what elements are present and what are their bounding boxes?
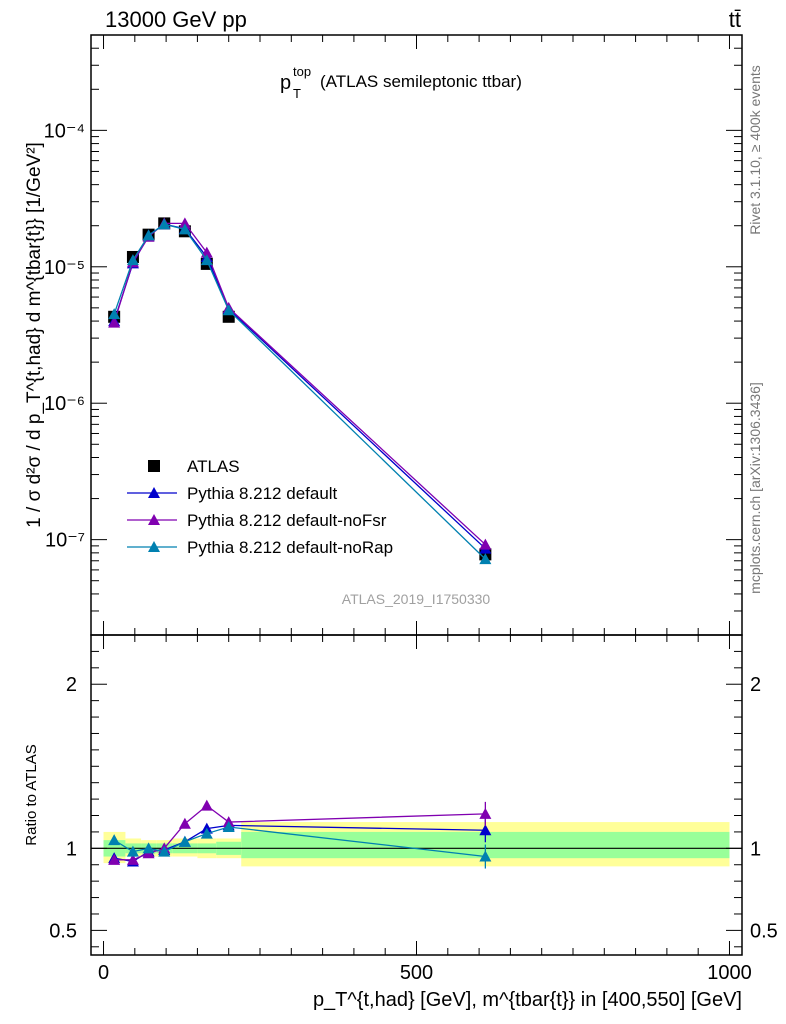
ratio-point-noRap bbox=[108, 834, 121, 846]
ratio-y-tick-label: 1 bbox=[66, 838, 77, 860]
ratio-y-tick-label-right: 1 bbox=[750, 838, 761, 860]
plot-title: p top T (ATLAS semileptonic ttbar) bbox=[280, 64, 522, 101]
main-point-noRap bbox=[142, 229, 155, 241]
ratio-panel-frame bbox=[90, 634, 743, 956]
ratio-ylabel-text: Ratio to ATLAS bbox=[23, 744, 40, 845]
legend-marker-atlas bbox=[148, 460, 160, 472]
ratio-ticks: 0.5 0.5 1 1 2 2 0 500 1000 bbox=[49, 635, 778, 984]
x-tick-label: 1000 bbox=[707, 962, 752, 984]
main-series-noRap bbox=[108, 218, 492, 565]
main-point-noRap bbox=[222, 304, 235, 316]
legend-label: ATLAS bbox=[187, 457, 240, 476]
title-main: p bbox=[280, 72, 291, 94]
main-point-noFsr bbox=[178, 217, 191, 229]
main-line-noRap bbox=[113, 223, 486, 560]
legend: ATLAS Pythia 8.212 default Pythia 8.212 de… bbox=[127, 457, 393, 557]
legend-entry-default: Pythia 8.212 default bbox=[127, 484, 338, 503]
main-point-noRap bbox=[178, 223, 191, 235]
legend-entry-atlas: ATLAS bbox=[148, 457, 240, 476]
ratio-point-noRap bbox=[158, 845, 171, 857]
legend-label: Pythia 8.212 default-noRap bbox=[187, 538, 393, 557]
title-sup: top bbox=[293, 64, 311, 79]
ratio-y-tick-label-right: 0.5 bbox=[750, 920, 778, 942]
legend-marker-noFsr bbox=[148, 514, 160, 525]
main-ylabel: 1 / σ d²σ / d p_T^{t,had} d m^{tbar{t}} … bbox=[24, 142, 45, 528]
ratio-point-noFsr bbox=[108, 853, 121, 865]
main-series bbox=[108, 217, 492, 565]
main-ylabel-text: 1 / σ d²σ / d p_T^{t,had} d m^{tbar{t}} … bbox=[24, 142, 45, 528]
legend-label: Pythia 8.212 default-noFsr bbox=[187, 511, 387, 530]
main-series-default bbox=[108, 218, 492, 554]
legend-entry-noFsr: Pythia 8.212 default-noFsr bbox=[127, 511, 387, 530]
legend-label: Pythia 8.212 default bbox=[187, 484, 338, 503]
main-y-tick-label: 10⁻⁶ bbox=[44, 393, 85, 415]
legend-marker-default bbox=[148, 487, 160, 498]
x-tick-label: 500 bbox=[400, 962, 433, 984]
process-label: tt̄ bbox=[729, 7, 741, 32]
title-sub: T bbox=[293, 86, 301, 101]
main-line-noFsr bbox=[113, 222, 486, 546]
ratio-series-noRap bbox=[108, 821, 492, 869]
ratio-y-tick-label: 0.5 bbox=[49, 920, 77, 942]
main-point-noFsr bbox=[479, 538, 492, 550]
main-point-noRap bbox=[158, 218, 171, 230]
watermark: ATLAS_2019_I1750330 bbox=[342, 591, 491, 607]
ratio-point-noFsr bbox=[200, 799, 213, 811]
main-ticks: 10⁻⁷ 10⁻⁶ 10⁻⁵ 10⁻⁴ bbox=[44, 34, 742, 636]
main-y-tick-label: 10⁻⁷ bbox=[45, 530, 85, 552]
legend-marker-noRap bbox=[148, 541, 160, 552]
main-point-noFsr bbox=[108, 316, 121, 328]
ratio-point-noRap bbox=[178, 835, 191, 847]
title-rest: (ATLAS semileptonic ttbar) bbox=[320, 72, 522, 91]
rivet-label: Rivet 3.1.10, ≥ 400k events bbox=[747, 65, 763, 235]
main-point-noRap bbox=[479, 553, 492, 565]
main-y-tick-label: 10⁻⁵ bbox=[44, 257, 85, 279]
ratio-point-noFsr bbox=[178, 817, 191, 829]
main-y-tick-label: 10⁻⁴ bbox=[44, 120, 85, 142]
ratio-point-noFsr bbox=[479, 807, 492, 819]
legend-entry-noRap: Pythia 8.212 default-noRap bbox=[127, 538, 393, 557]
ratio-point-default bbox=[479, 824, 492, 836]
ratio-ylabel: Ratio to ATLAS bbox=[23, 744, 40, 845]
mcplots-label: mcplots.cern.ch [arXiv:1306.3436] bbox=[747, 382, 763, 594]
energy-label: 13000 GeV pp bbox=[105, 7, 247, 32]
main-point-noRap bbox=[108, 308, 121, 320]
ratio-point-noRap bbox=[126, 845, 139, 857]
ratio-series bbox=[108, 799, 492, 869]
main-point-noRap bbox=[126, 254, 139, 266]
ratio-point-noRap bbox=[142, 842, 155, 854]
ratio-y-tick-label-right: 2 bbox=[750, 674, 761, 696]
ratio-point-noRap bbox=[222, 821, 235, 832]
ratio-point-noRap bbox=[479, 850, 492, 862]
x-tick-label: 0 bbox=[98, 962, 109, 984]
main-point-noRap bbox=[200, 254, 213, 266]
ratio-point-noRap bbox=[200, 827, 213, 839]
ratio-y-tick-label: 2 bbox=[66, 674, 77, 696]
xlabel: p_T^{t,had} [GeV], m^{tbar{t}} in [400,5… bbox=[313, 989, 742, 1011]
ratio-point-noFsr bbox=[126, 853, 139, 865]
